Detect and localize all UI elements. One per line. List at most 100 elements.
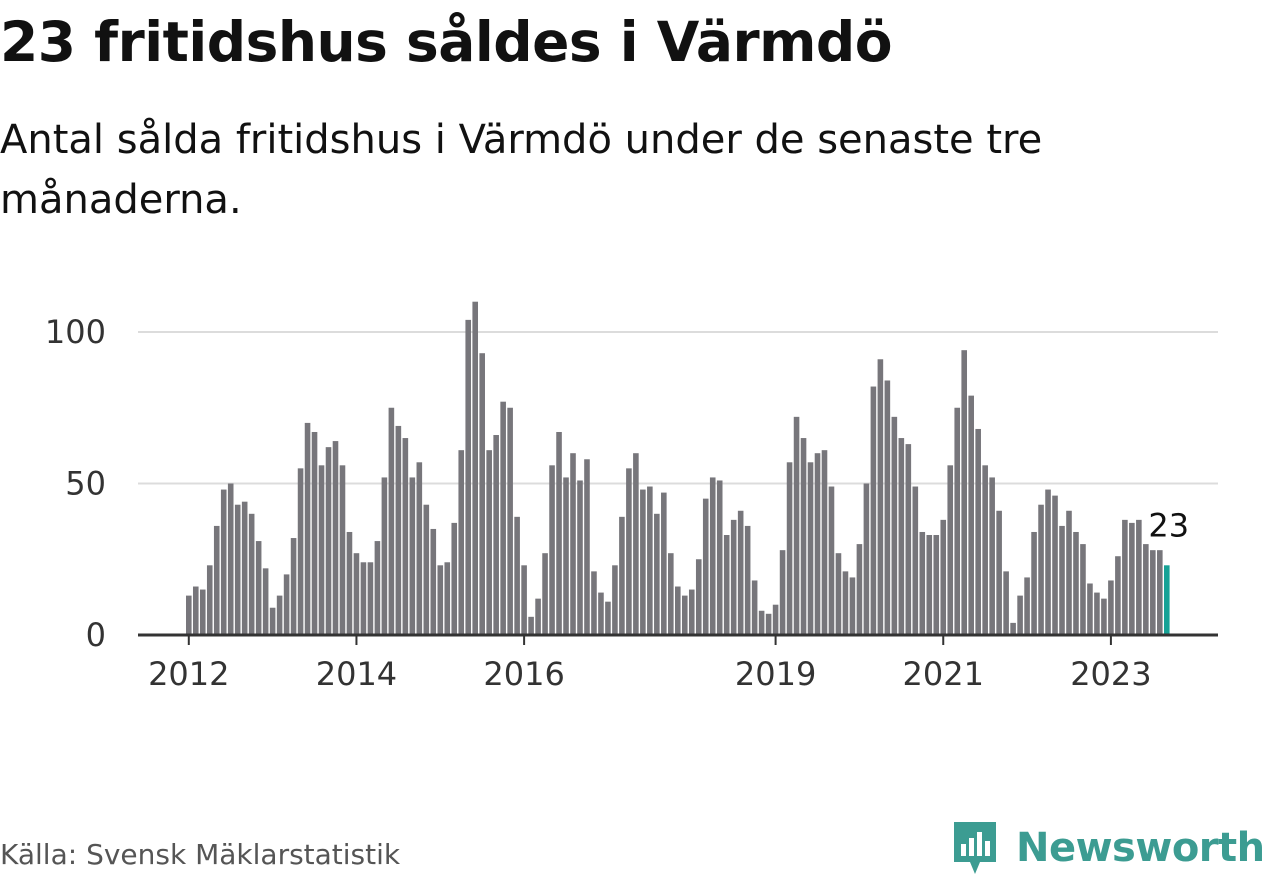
- bar: [339, 465, 346, 635]
- bar: [961, 350, 968, 635]
- y-axis-ticks: 0 50 100: [45, 313, 106, 654]
- bar: [416, 462, 423, 635]
- bar: [1080, 544, 1086, 635]
- bar: [458, 450, 465, 635]
- bar: [612, 565, 618, 635]
- y-tick-label: 0: [86, 616, 106, 654]
- highlight-value-label: 23: [1148, 506, 1189, 544]
- chart-subtitle: Antal sålda fritidshus i Värmdö under de…: [0, 117, 1043, 223]
- bar: [1115, 556, 1121, 635]
- bar: [395, 425, 402, 635]
- bar: [584, 459, 590, 635]
- x-tick-label: 2016: [483, 655, 564, 693]
- bar: [737, 510, 744, 635]
- bar: [220, 489, 227, 635]
- y-tick-label: 50: [65, 465, 106, 503]
- bars: [186, 301, 1170, 635]
- bar: [661, 492, 667, 635]
- bar: [877, 359, 884, 635]
- bar: [626, 468, 632, 635]
- bar: [891, 416, 898, 635]
- bar: [814, 453, 821, 635]
- bar: [234, 504, 241, 635]
- bar: [325, 447, 332, 635]
- bar: [1066, 510, 1072, 635]
- bar: [1101, 598, 1107, 635]
- newsworthy-logo-icon: [954, 822, 996, 874]
- bar: [535, 598, 541, 635]
- bar: [241, 501, 248, 635]
- bar: [486, 450, 492, 635]
- bar: [346, 531, 353, 635]
- bar: [786, 462, 793, 635]
- bar: [374, 541, 381, 635]
- source-note: Källa: Svensk Mäklarstatistik: [0, 838, 401, 871]
- bar: [388, 407, 395, 635]
- x-axis-ticks: 2012 2014 2016 2019 2021 2023: [148, 635, 1152, 693]
- bar: [633, 453, 639, 635]
- bar: [1157, 550, 1163, 635]
- bar: [332, 441, 339, 635]
- bar: [940, 519, 947, 635]
- bar: [619, 516, 625, 635]
- bar: [716, 480, 723, 635]
- bar: [1094, 592, 1100, 635]
- bar: [199, 589, 206, 635]
- bar: [514, 516, 520, 635]
- bar: [898, 438, 905, 635]
- bar: [472, 301, 479, 635]
- bar: [926, 535, 933, 635]
- y-tick-label: 100: [45, 313, 106, 351]
- bar: [695, 559, 702, 635]
- bar: [849, 577, 856, 635]
- bar: [807, 462, 814, 635]
- bar: [507, 407, 513, 635]
- bar: [1073, 531, 1079, 635]
- x-tick-label: 2019: [735, 655, 816, 693]
- bar: [842, 571, 849, 635]
- bar: [451, 522, 458, 635]
- bar: [1087, 583, 1093, 635]
- bar: [528, 616, 534, 635]
- bar: [640, 489, 646, 635]
- bar: [1150, 550, 1156, 635]
- bar-chart: 0 50 100 2012 2014 2016 2019 2021 2023 23: [45, 301, 1218, 693]
- bar: [863, 483, 870, 635]
- bar: [765, 613, 772, 635]
- bar: [1052, 495, 1058, 635]
- bar: [549, 465, 555, 635]
- bar: [647, 486, 653, 635]
- bar: [821, 450, 828, 635]
- bar: [744, 525, 751, 635]
- bar: [758, 610, 765, 635]
- bar: [870, 386, 877, 635]
- bar: [1017, 595, 1023, 635]
- bar: [493, 435, 499, 635]
- bar: [409, 477, 416, 635]
- bar: [479, 353, 485, 635]
- bar: [954, 407, 961, 635]
- bar: [269, 607, 276, 635]
- bar: [262, 568, 269, 635]
- bar: [1122, 519, 1128, 635]
- bar: [563, 477, 569, 635]
- bar: [675, 586, 681, 635]
- bar: [367, 562, 374, 635]
- bar: [905, 444, 912, 635]
- bar: [668, 553, 674, 635]
- bar: [933, 535, 940, 635]
- bar: [772, 604, 779, 635]
- bar: [884, 380, 891, 635]
- bar: [730, 519, 737, 635]
- bar: [688, 589, 695, 635]
- bar: [570, 453, 576, 635]
- bar: [975, 428, 981, 635]
- bar: [1136, 519, 1142, 635]
- bar: [982, 465, 988, 635]
- bar: [290, 538, 297, 635]
- bar: [283, 574, 290, 635]
- data-labels: 23: [1145, 503, 1192, 547]
- bar: [912, 486, 919, 635]
- bar: [192, 586, 199, 635]
- bar: [1129, 522, 1135, 635]
